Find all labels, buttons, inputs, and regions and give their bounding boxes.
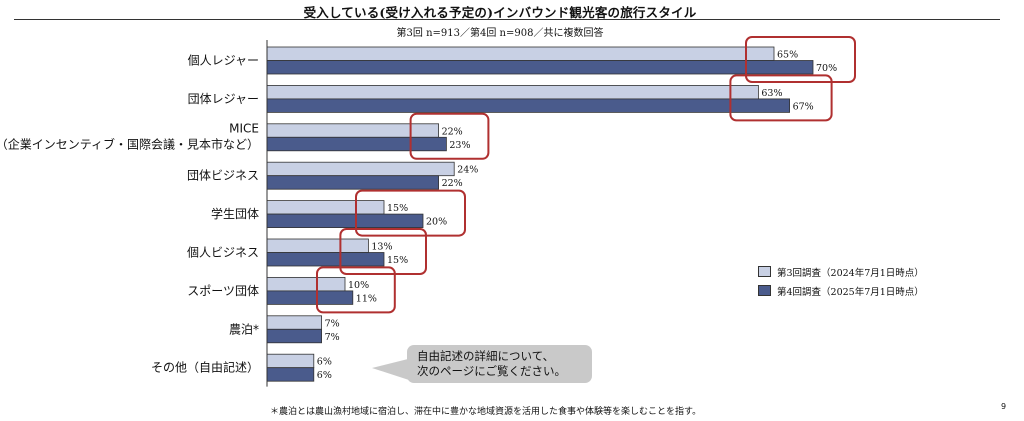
legend-swatch-series-1 <box>758 266 771 277</box>
data-label: 70% <box>816 63 837 74</box>
data-label: 10% <box>348 280 369 291</box>
category-label: その他（自由記述） <box>151 360 259 375</box>
category-label: （企業インセンティブ・国際会議・見本市など） <box>0 136 259 151</box>
category-label: 団体ビジネス <box>187 169 259 183</box>
data-label: 7% <box>325 318 340 329</box>
chart-subtitle: 第3回 n=913／第4回 n=908／共に複数回答 <box>396 28 604 39</box>
legend-label-series-2: 第4回調査（2025年7月1日時点） <box>777 286 924 298</box>
bar <box>266 213 424 229</box>
data-label: 24% <box>457 165 478 176</box>
data-label: 20% <box>426 217 447 228</box>
data-label: 7% <box>325 332 340 343</box>
bar <box>266 200 385 215</box>
bar <box>266 98 790 113</box>
data-label: 6% <box>317 370 332 381</box>
bar <box>266 46 775 61</box>
bar <box>266 328 322 344</box>
data-label: 6% <box>317 357 332 368</box>
callout-line-2: 次のページにご覧ください。 <box>417 364 567 378</box>
data-label: 23% <box>449 140 470 151</box>
bar <box>266 123 440 138</box>
bar <box>266 252 385 267</box>
footnote: ＊農泊とは農山漁村地域に宿泊し、滞在中に豊かな地域資源を活用した食事や体験等を楽… <box>270 407 702 417</box>
callout-line-1: 自由記述の詳細について、 <box>417 349 555 363</box>
bar <box>266 136 447 152</box>
bar <box>266 315 322 330</box>
page-number: 9 <box>1001 402 1007 411</box>
category-label: 農泊* <box>229 322 259 336</box>
title-divider <box>14 19 1000 20</box>
category-label: 学生団体 <box>211 206 259 221</box>
highlight-box <box>409 112 490 160</box>
bar <box>266 161 455 177</box>
legend-item-series-2: 第4回調査（2025年7月1日時点） <box>758 281 924 300</box>
bar <box>266 60 814 75</box>
data-label: 15% <box>387 203 408 214</box>
category-label: スポーツ団体 <box>187 284 259 298</box>
data-label: 63% <box>761 88 782 99</box>
bar <box>266 175 440 190</box>
callout-pointer <box>372 358 412 381</box>
chart-legend: 第3回調査（2024年7月1日時点） 第4回調査（2025年7月1日時点） <box>758 262 924 300</box>
legend-swatch-series-2 <box>758 285 771 296</box>
data-label: 13% <box>371 242 392 253</box>
category-label: 個人レジャー <box>188 54 259 68</box>
legend-label-series-1: 第3回調査（2024年7月1日時点） <box>777 267 924 279</box>
legend-item-series-1: 第3回調査（2024年7月1日時点） <box>758 262 924 281</box>
data-label: 22% <box>442 178 463 189</box>
category-label: 個人ビジネス <box>187 246 259 260</box>
category-label: MICE <box>229 121 259 135</box>
highlight-box <box>316 266 396 314</box>
data-label: 65% <box>777 50 798 61</box>
chart-title: 受入している(受け入れる予定の)インバウンド観光客の旅行スタイル <box>303 5 697 20</box>
bar <box>266 367 315 382</box>
data-label: 67% <box>793 101 814 112</box>
data-label: 11% <box>356 293 377 304</box>
bar <box>266 290 354 305</box>
callout-note: 自由記述の詳細について、 次のページにご覧ください。 <box>407 345 592 383</box>
highlight-box <box>745 36 856 83</box>
bar <box>266 276 346 292</box>
category-label: 団体レジャー <box>188 92 259 106</box>
highlight-box <box>339 228 427 275</box>
bar <box>266 353 315 369</box>
data-label: 22% <box>442 126 463 137</box>
highlight-box <box>355 189 466 237</box>
highlight-box <box>729 74 833 122</box>
data-label: 15% <box>387 255 408 266</box>
bar <box>266 238 369 253</box>
bar <box>266 85 759 100</box>
